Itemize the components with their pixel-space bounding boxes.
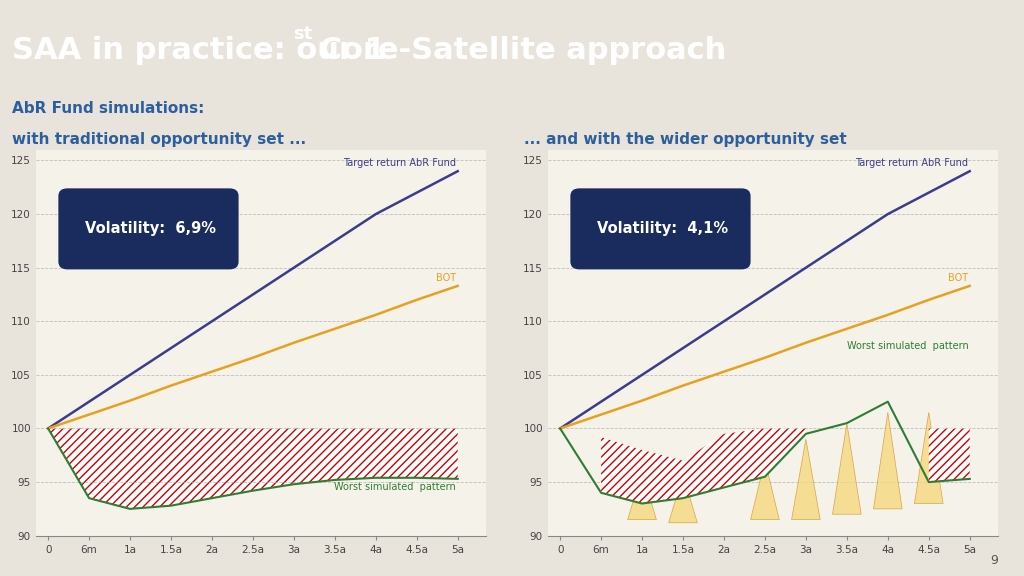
Polygon shape <box>873 412 902 509</box>
Polygon shape <box>751 461 779 520</box>
Text: BOT: BOT <box>948 272 968 283</box>
FancyBboxPatch shape <box>570 188 751 270</box>
Text: Worst simulated  pattern: Worst simulated pattern <box>335 482 456 492</box>
Text: 9: 9 <box>990 554 998 567</box>
Text: BOT: BOT <box>436 272 456 283</box>
Polygon shape <box>628 471 656 520</box>
Text: Worst simulated  pattern: Worst simulated pattern <box>847 342 969 351</box>
Text: st: st <box>293 25 312 43</box>
Text: with traditional opportunity set ...: with traditional opportunity set ... <box>12 132 306 147</box>
Text: SAA in practice: our 1: SAA in practice: our 1 <box>12 36 386 65</box>
Text: Target return AbR Fund: Target return AbR Fund <box>343 158 456 168</box>
Text: Volatility:  4,1%: Volatility: 4,1% <box>597 221 728 236</box>
Text: AbR Fund simulations:: AbR Fund simulations: <box>12 101 205 116</box>
Text: Volatility:  6,9%: Volatility: 6,9% <box>85 221 216 236</box>
Text: Target return AbR Fund: Target return AbR Fund <box>855 158 968 168</box>
Polygon shape <box>833 423 861 514</box>
Polygon shape <box>914 412 943 503</box>
Text: Core-Satellite approach: Core-Satellite approach <box>309 36 726 65</box>
Polygon shape <box>669 475 697 523</box>
Text: ... and with the wider opportunity set: ... and with the wider opportunity set <box>524 132 847 147</box>
FancyBboxPatch shape <box>58 188 239 270</box>
Polygon shape <box>792 439 820 520</box>
